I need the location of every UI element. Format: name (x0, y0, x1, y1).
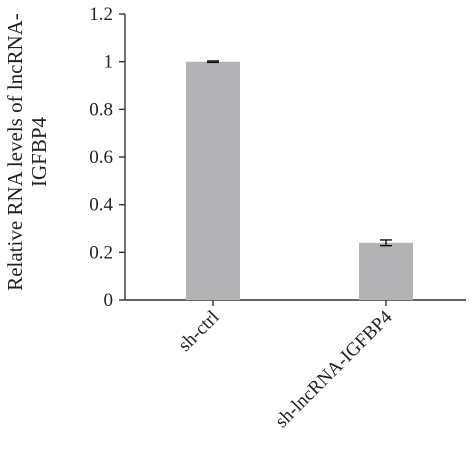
x-tick-label: sh-ctrl (174, 307, 223, 356)
y-tick-label: 0.2 (89, 242, 113, 263)
y-axis-title-line-2: IGFBP4 (27, 116, 51, 187)
y-tick-label: 1.2 (89, 4, 113, 25)
bar-1 (186, 61, 240, 300)
y-axis-title-group: Relative RNA levels of lncRNA- IGFBP4 (3, 13, 51, 291)
y-tick-label: 0 (104, 290, 114, 311)
bar-2 (359, 242, 413, 300)
y-tick-label: 0.4 (89, 195, 113, 216)
plot-area: 0 0.2 0.4 0.6 0.8 1 1.2 sh-ctrl sh-lncRNA-IGFBP4 (89, 4, 466, 432)
y-tick-label: 0.8 (89, 99, 113, 120)
y-axis-title-line-1: Relative RNA levels of lncRNA- (3, 13, 27, 291)
y-tick-label: 0.6 (89, 147, 113, 168)
y-tick-label: 1 (104, 52, 114, 73)
x-tick-label: sh-lncRNA-IGFBP4 (271, 306, 397, 432)
